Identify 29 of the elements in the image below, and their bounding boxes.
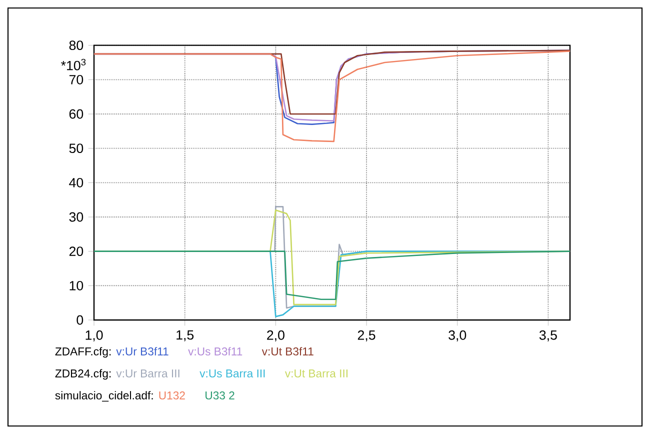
text: v:Ut Barra III [284,370,348,378]
line-series [93,50,571,142]
line-series [93,250,571,300]
text: ZDAFF.cfg: [55,347,111,358]
text: ZDB24.cfg: [55,369,111,380]
y-tick-label: 80 [69,40,84,50]
x-tick-label: 3,0 [448,330,466,342]
x-tick-label: 3,5 [539,330,557,342]
y-axis-title: *10$^{3}$ [61,58,86,70]
text: v:Us B3f11 [188,347,242,356]
text: v:Us Barra III [200,370,265,378]
y-tick-label: 40 [69,178,84,188]
text: U132 [159,391,185,400]
y-tick-label: 70 [69,74,84,84]
y-tick-label: 30 [69,212,84,222]
text: v:Ur B3f11 [116,347,168,356]
x-tick-label: 2,5 [358,330,376,342]
x-tick-label: 1,5 [176,330,194,342]
text: simulacio_cidel.adf: [55,391,153,402]
x-tick-label: 1,0 [86,330,103,342]
text: U33 2 [206,391,234,400]
y-tick-label: 60 [69,109,84,119]
y-tick-label: 50 [69,144,84,154]
y-tick-label: 20 [69,246,84,256]
text: v:Ur Barra III [116,370,180,378]
text: v:Ut B3f11 [262,347,314,356]
y-tick-label: 0 [76,315,84,325]
x-tick-label: 2,0 [267,330,284,342]
y-tick-label: 10 [70,280,84,290]
